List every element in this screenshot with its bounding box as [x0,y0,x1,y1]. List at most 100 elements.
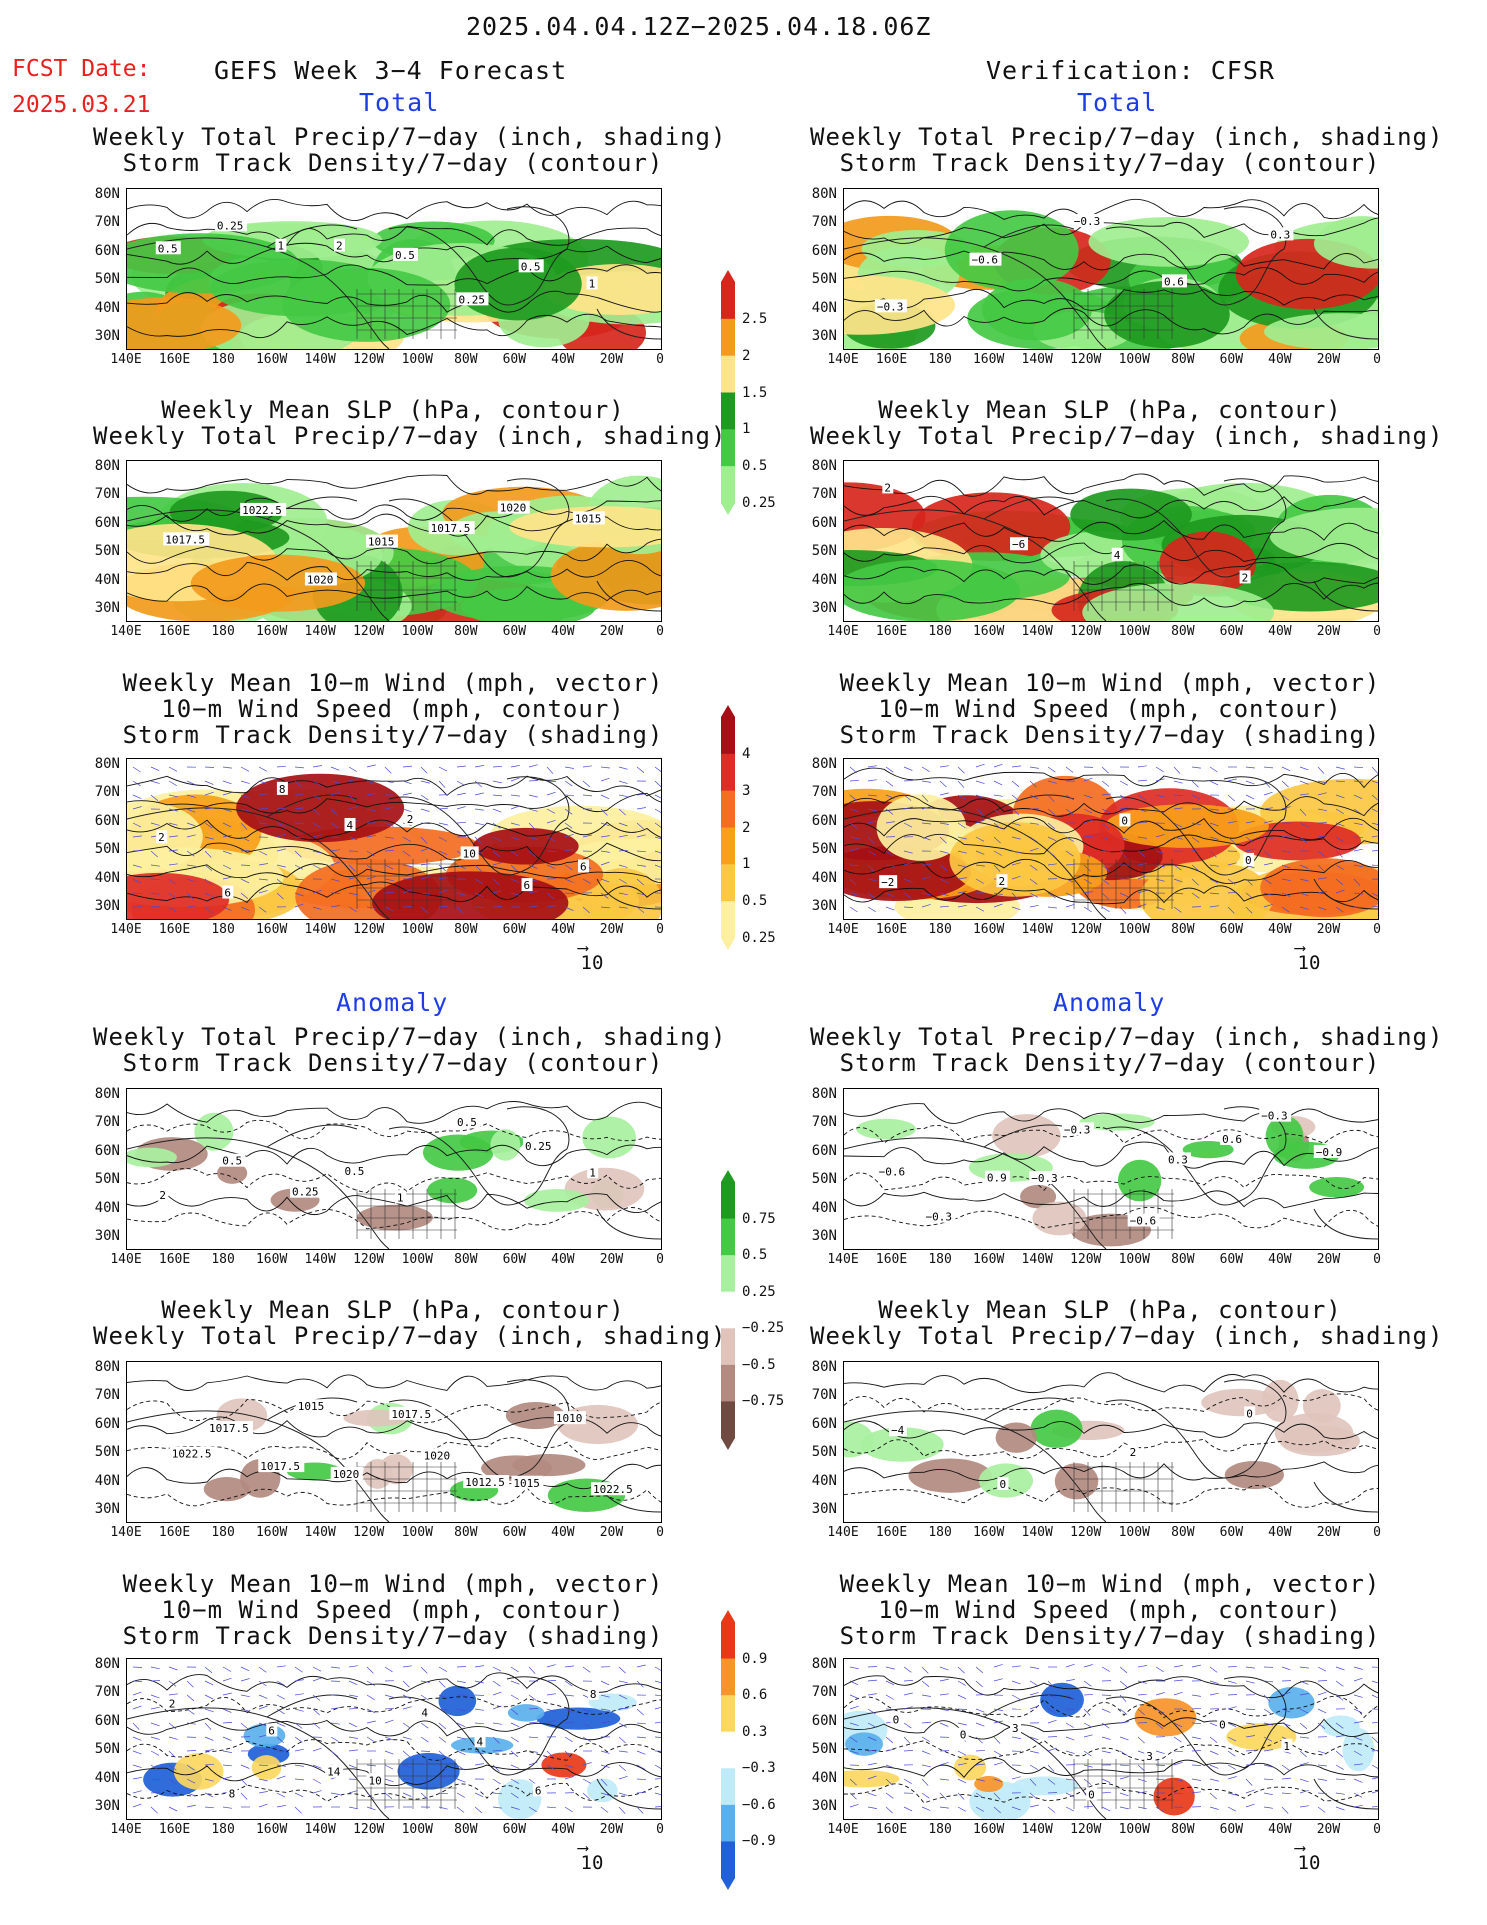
wind-vector [366,889,376,894]
fcst-date-label: FCST Date: [12,56,151,82]
wind-vector [168,1764,177,1771]
lon-tick-label: 120W [353,624,385,639]
wind-vector [1335,1722,1344,1729]
wind-vector [510,1666,519,1673]
wind-vector [1317,850,1326,857]
wind-vector [1029,1680,1038,1686]
wind-vector [132,864,142,868]
wind-vector [276,1665,286,1668]
contour-label-bg [890,1712,902,1726]
wind-vector [204,1680,214,1686]
contour-label-bg [1144,1749,1156,1763]
lon-tick-label: 20W [599,1252,624,1267]
contour-line [844,562,1378,585]
wind-vector [546,1764,555,1770]
wind-vector [654,850,661,854]
wind-vector [546,850,557,852]
wind-vector [1173,780,1183,784]
wind-vector [474,1750,484,1755]
wind-vector [1083,1764,1093,1768]
wind-vector [582,1762,592,1766]
wind-vector [849,1680,859,1686]
wind-vector [240,1694,250,1698]
wind-vector [294,836,305,839]
contour-line [127,560,661,581]
wind-vector [366,1736,375,1743]
wind-vector [1011,1665,1021,1668]
contour-label: −0.3 [1074,215,1101,228]
wind-vector [867,820,877,824]
lon-tick-label: 180 [928,352,952,367]
lat-tick-label: 50N [94,271,120,288]
wind-vector [420,1762,430,1766]
wind-vector [1191,822,1201,826]
wind-vector [939,1693,949,1696]
wind-vector [510,1778,519,1784]
wind-vector [222,792,232,796]
contour-label-bg [1243,852,1255,866]
wind-vector [1299,878,1309,882]
wind-vector [1101,892,1109,900]
wind-vector [564,1750,572,1758]
wind-vector [258,1722,268,1727]
wind-vector [276,1722,286,1727]
wind-vector [1173,892,1184,895]
wind-vector [957,1722,967,1726]
colorbar-swatch [721,1768,735,1806]
shading-cell [1104,804,1269,848]
wind-vector [618,1806,626,1814]
wind-vector [258,1705,268,1710]
lon-tick-label: 160W [255,922,288,937]
contour-label: 4 [1114,549,1121,562]
wind-vector [186,1750,197,1752]
wind-vector [132,878,142,884]
wind-vector [1029,1804,1039,1808]
shading-cell [995,1422,1037,1453]
contour-label: 6 [535,1784,542,1797]
wind-vector [1299,836,1308,844]
wind-vector [1119,1666,1128,1674]
wind-vector [1353,1763,1363,1766]
wind-vector [885,864,895,867]
wind-vector [1263,862,1273,866]
shading-cell [953,1754,987,1781]
wind-vector [1173,1665,1183,1668]
wind-vector [849,794,858,802]
wind-vector [1191,1736,1201,1740]
wind-vector [885,1792,894,1799]
lat-tick-label: 40N [811,299,837,316]
contour-label: −2 [881,876,894,889]
wind-vector [636,1664,646,1668]
shading-cell [1269,507,1378,564]
lat-tick-label: 40N [811,571,837,588]
wind-vector [975,1763,985,1766]
wind-vector [885,1748,895,1752]
colorbar [721,1610,735,1890]
contour-label: 0 [1245,854,1252,867]
wind-vector [939,892,949,897]
wind-vector [1281,1722,1291,1727]
contour-label-bg [290,1184,323,1198]
wind-vector [456,1750,466,1756]
wind-vector [420,1680,430,1683]
colorbar-swatch [721,753,735,792]
wind-vector [1353,794,1363,800]
lon-tick-label: 160W [255,1525,288,1540]
wind-vector [1371,1736,1378,1744]
wind-vector [975,850,985,855]
lat-tick-label: 70N [811,1114,837,1131]
lon-tick-label: 40W [551,1822,575,1837]
wind-vector [366,864,375,872]
lon-tick-label: 60W [1219,922,1244,937]
map-panel: 0.5 0.25 1 2 0.5 0.25 0.5 1 [126,188,662,350]
wind-vector [132,1705,142,1710]
wind-vector [402,1736,412,1740]
shading-cell [1313,218,1378,269]
wind-vector [903,1806,913,1812]
colorbar-label: 4 [742,745,751,762]
wind-vector [849,1694,859,1699]
wind-vector [1155,1750,1165,1754]
wind-vector [420,1666,428,1674]
wind-vector [975,836,985,842]
wind-vector [546,1680,557,1682]
